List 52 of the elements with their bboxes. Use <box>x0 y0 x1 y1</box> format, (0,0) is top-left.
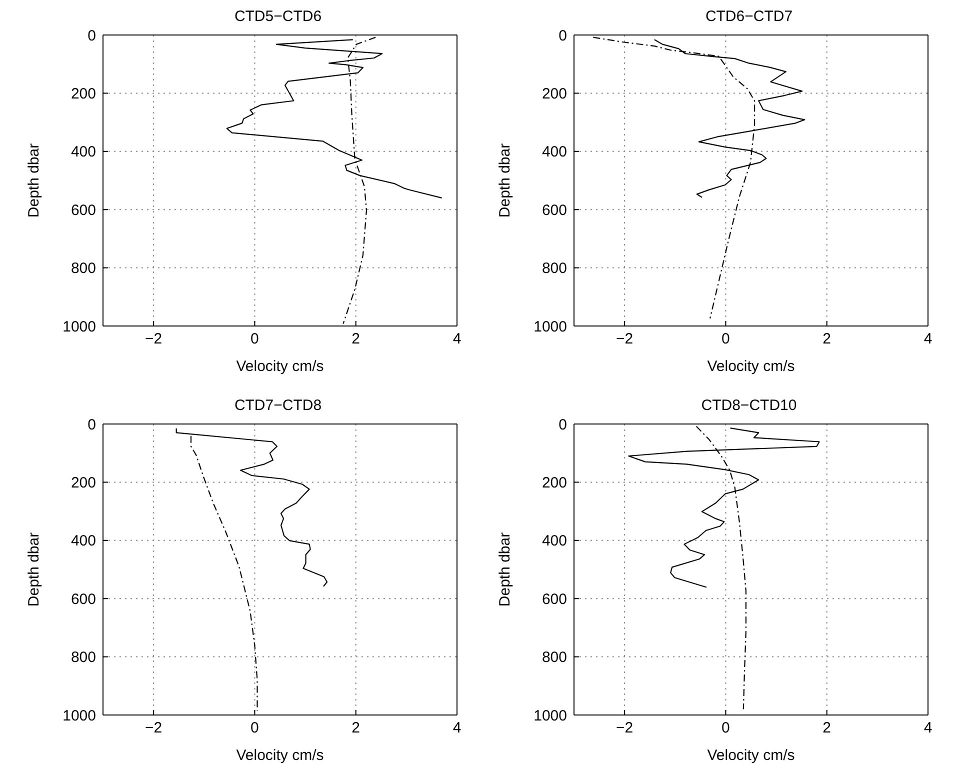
y-tick-label: 0 <box>88 27 96 44</box>
y-tick-label: 400 <box>70 144 96 161</box>
y-tick-label: 400 <box>70 532 96 550</box>
y-tick-label: 800 <box>542 260 567 278</box>
chart-title: CTD5−CTD6 <box>233 8 323 25</box>
x-tick-label: 0 <box>250 720 259 737</box>
y-tick-label: 800 <box>542 649 567 666</box>
y-tick-label: 0 <box>88 416 96 434</box>
x-tick-label: 0 <box>722 720 730 737</box>
y-tick-label: 200 <box>542 86 567 103</box>
x-tick-label: 4 <box>452 720 462 737</box>
chart-title: CTD6−CTD7 <box>704 8 794 25</box>
x-tick-label: 0 <box>722 330 730 348</box>
x-tick-label: −2 <box>145 720 162 737</box>
x-axis-title: Velocity cm/s <box>236 358 324 375</box>
y-axis-title: Depth dbar <box>496 143 514 218</box>
x-axis-title: Velocity cm/s <box>707 747 795 764</box>
x-tick-label: 2 <box>352 720 360 737</box>
y-tick-label: 200 <box>70 86 96 103</box>
y-tick-label: 0 <box>558 27 567 44</box>
y-tick-label: 200 <box>70 474 96 492</box>
y-tick-label: 400 <box>542 532 567 550</box>
x-axis-title: Velocity cm/s <box>236 747 324 764</box>
x-tick-label: −2 <box>145 330 162 348</box>
x-tick-label: 2 <box>822 330 832 348</box>
y-tick-label: 1000 <box>62 318 96 336</box>
y-axis-title: Depth dbar <box>496 532 514 607</box>
y-tick-label: 1000 <box>62 707 96 724</box>
y-axis-title: Depth dbar <box>25 143 42 218</box>
y-tick-label: 600 <box>542 590 567 608</box>
y-tick-label: 800 <box>70 260 96 278</box>
x-tick-label: 4 <box>452 330 462 348</box>
y-tick-label: 0 <box>558 416 567 434</box>
y-tick-label: 400 <box>542 144 567 161</box>
x-tick-label: 4 <box>924 330 932 348</box>
y-tick-label: 200 <box>542 474 567 492</box>
chart-title: CTD7−CTD8 <box>233 397 323 414</box>
y-tick-label: 600 <box>70 590 96 608</box>
x-tick-label: 2 <box>822 720 832 737</box>
x-tick-label: −2 <box>616 720 634 737</box>
y-tick-label: 800 <box>70 649 96 666</box>
x-tick-label: 2 <box>352 330 360 348</box>
y-tick-label: 600 <box>542 202 567 219</box>
y-axis-title: Depth dbar <box>25 532 42 607</box>
y-tick-label: 600 <box>70 202 96 219</box>
y-tick-label: 1000 <box>534 318 567 336</box>
x-tick-label: 4 <box>924 720 932 737</box>
y-tick-label: 1000 <box>534 707 567 724</box>
x-tick-label: 0 <box>250 330 259 348</box>
chart-title: CTD8−CTD10 <box>700 397 798 414</box>
x-axis-title: Velocity cm/s <box>707 358 795 375</box>
x-tick-label: −2 <box>616 330 634 348</box>
